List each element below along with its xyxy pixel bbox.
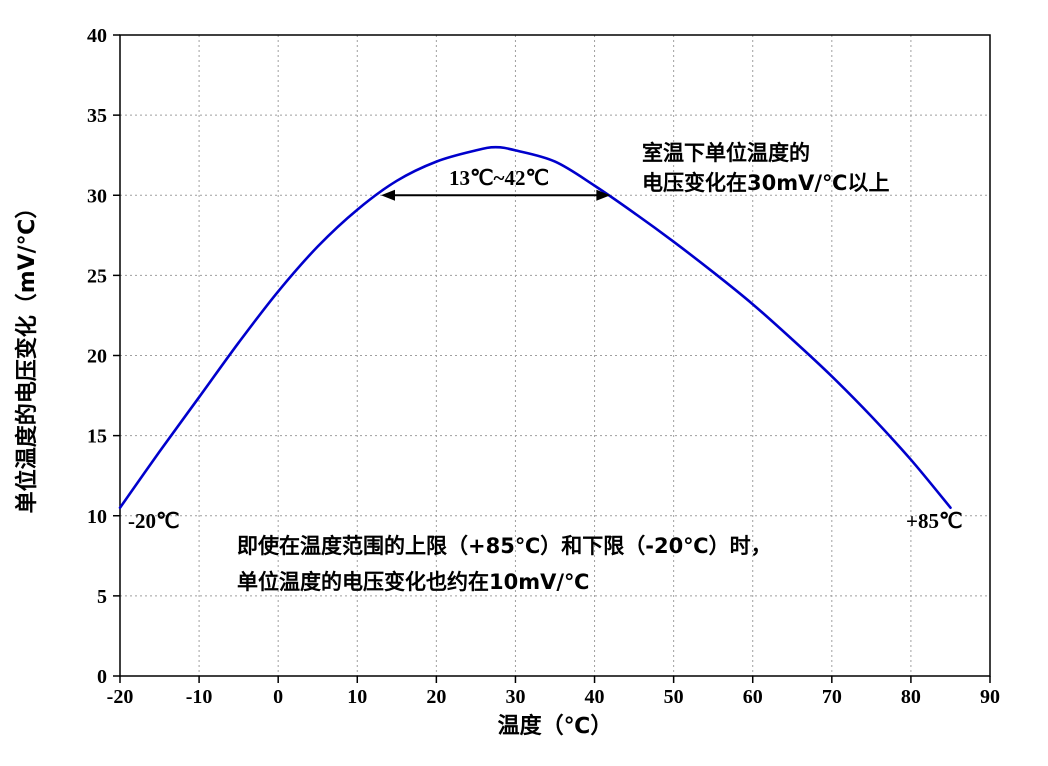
y-tick-label: 15: [87, 426, 107, 448]
range-arrow: [381, 189, 611, 201]
x-tick-label: 90: [980, 686, 1000, 708]
x-tick-label: 70: [822, 686, 842, 708]
bottom-note-line1: 即使在温度范围的上限（+85℃）和下限（-20℃）时，: [237, 534, 772, 558]
y-axis-title: 单位温度的电压变化（mV/℃）: [14, 197, 40, 514]
voltage-change-curve: [118, 145, 952, 509]
x-tick-label: 60: [743, 686, 763, 708]
room-temp-note-line1: 室温下单位温度的: [642, 141, 810, 165]
y-tick-label: 0: [97, 666, 107, 688]
y-tick-label: 5: [97, 586, 107, 608]
y-tick-label: 10: [87, 506, 107, 528]
curve-left-end-label: -20℃: [128, 509, 180, 533]
tick-marks: [113, 34, 991, 683]
bottom-note-line2: 单位温度的电压变化也约在10mV/℃: [237, 570, 589, 594]
y-tick-label: 35: [87, 105, 107, 127]
x-tick-label: 80: [901, 686, 921, 708]
y-tick-labels: 0 5 10 15 20 25 30 35 40: [87, 25, 107, 688]
arrow-range-label: 13℃~42℃: [449, 166, 549, 190]
chart-plot-area: -20 -10 0 10 20 30 40 50 60 70 80 90 0 5 10 15 20 25 30 35 4…: [87, 25, 1000, 708]
x-tick-label: 40: [585, 686, 605, 708]
x-tick-label: 30: [505, 686, 525, 708]
arrow-head-left-icon: [381, 189, 395, 201]
room-temp-note-line2: 电压变化在30mV/℃以上: [642, 171, 889, 195]
x-tick-label: -20: [107, 686, 134, 708]
x-tick-label: 0: [273, 686, 283, 708]
arrow-head-right-icon: [596, 189, 611, 201]
x-axis-title: 温度（℃）: [498, 713, 613, 739]
x-tick-label: 20: [426, 686, 446, 708]
y-tick-label: 30: [87, 185, 107, 207]
curve-right-end-label: +85℃: [906, 509, 963, 533]
x-tick-labels: -20 -10 0 10 20 30 40 50 60 70 80 90: [107, 686, 1000, 708]
y-tick-label: 25: [87, 265, 107, 287]
x-tick-label: 50: [664, 686, 684, 708]
y-tick-label: 20: [87, 346, 107, 368]
y-tick-label: 40: [87, 25, 107, 47]
x-tick-label: 10: [347, 686, 367, 708]
grid-lines: [120, 35, 990, 676]
x-tick-label: -10: [186, 686, 213, 708]
